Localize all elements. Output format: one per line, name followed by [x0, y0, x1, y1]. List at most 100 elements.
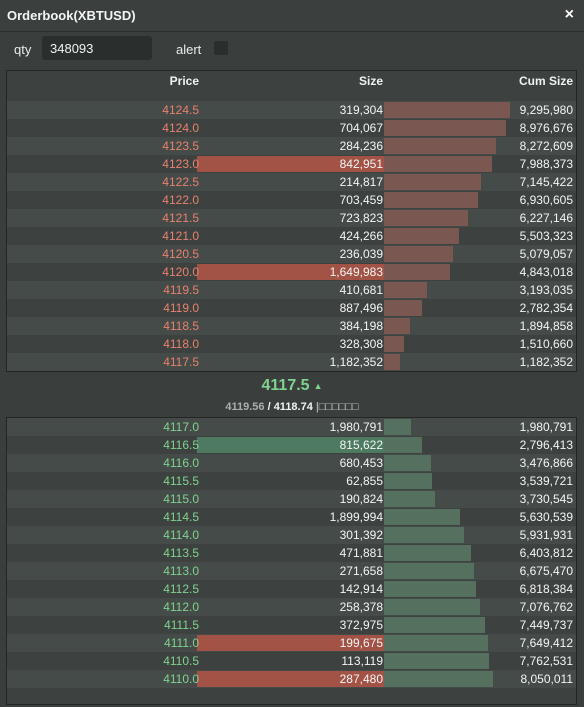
cum-size-cell: 4,843,018 — [519, 265, 573, 279]
ask-row[interactable]: 4122.5 214,817 7,145,422 — [7, 173, 576, 191]
bid-row[interactable]: 4112.5 142,914 6,818,384 — [7, 580, 576, 598]
bid-row[interactable]: 4116.5 815,622 2,796,413 — [7, 436, 576, 454]
bid-row[interactable]: 4110.0 287,480 8,050,011 — [7, 670, 576, 688]
price-cell[interactable]: 4123.0 — [162, 157, 199, 171]
ask-row[interactable]: 4117.5 1,182,352 1,182,352 — [7, 353, 576, 371]
price-cell[interactable]: 4110.5 — [163, 654, 199, 668]
ask-row[interactable]: 4124.5 319,304 9,295,980 — [7, 101, 576, 119]
cum-size-cell: 6,930,605 — [519, 193, 573, 207]
cum-size-bar — [384, 545, 471, 561]
price-cell[interactable]: 4112.0 — [163, 600, 199, 614]
ask-row[interactable]: 4118.5 384,198 1,894,858 — [7, 317, 576, 335]
cum-size-bar — [384, 563, 474, 579]
ask-row[interactable]: 4124.0 704,067 8,976,676 — [7, 119, 576, 137]
price-cell[interactable]: 4110.0 — [163, 672, 199, 686]
cum-size-cell: 5,630,539 — [519, 510, 573, 524]
price-cell[interactable]: 4114.5 — [163, 510, 199, 524]
price-cell[interactable]: 4117.5 — [163, 355, 199, 369]
bid-row[interactable]: 4116.0 680,453 3,476,866 — [7, 454, 576, 472]
ask-row[interactable]: 4121.5 723,823 6,227,146 — [7, 209, 576, 227]
size-cell: 328,308 — [339, 337, 383, 351]
cum-size-bar — [384, 617, 485, 633]
size-cell: 1,899,994 — [329, 510, 383, 524]
bid-row[interactable]: 4111.0 199,675 7,649,412 — [7, 634, 576, 652]
size-cell: 1,980,791 — [329, 420, 383, 434]
cum-size-bar — [384, 318, 410, 334]
bid-row[interactable]: 4110.5 113,119 7,762,531 — [7, 652, 576, 670]
ask-row[interactable]: 4119.5 410,681 3,193,035 — [7, 281, 576, 299]
cum-size-cell: 7,988,373 — [519, 157, 573, 171]
price-cell[interactable]: 4124.5 — [162, 103, 199, 117]
qty-input[interactable] — [42, 36, 152, 60]
cum-size-cell: 3,539,721 — [519, 474, 573, 488]
size-cell: 62,855 — [346, 474, 383, 488]
last-price-section: 4117.5 ▲ 4119.56 / 4118.74 |□□□□□□ — [0, 372, 584, 417]
price-cell[interactable]: 4113.0 — [163, 564, 199, 578]
ask-row[interactable]: 4119.0 887,496 2,782,354 — [7, 299, 576, 317]
qty-label: qty — [14, 42, 32, 57]
price-cell[interactable]: 4124.0 — [162, 121, 199, 135]
close-icon[interactable]: × — [564, 6, 574, 23]
bid-row[interactable]: 4113.5 471,881 6,403,812 — [7, 544, 576, 562]
price-cell[interactable]: 4123.5 — [162, 139, 199, 153]
bid-row[interactable]: 4113.0 271,658 6,675,470 — [7, 562, 576, 580]
cum-size-bar — [384, 581, 476, 597]
cum-size-cell: 7,076,762 — [519, 600, 573, 614]
ask-row[interactable]: 4121.0 424,266 5,503,323 — [7, 227, 576, 245]
cum-size-bar — [384, 336, 404, 352]
price-cell[interactable]: 4117.0 — [163, 420, 199, 434]
cum-size-cell: 6,403,812 — [519, 546, 573, 560]
price-cell[interactable]: 4113.5 — [163, 546, 199, 560]
size-cell: 271,658 — [339, 564, 383, 578]
bid-row[interactable]: 4114.5 1,899,994 5,630,539 — [7, 508, 576, 526]
price-cell[interactable]: 4122.5 — [162, 175, 199, 189]
bid-row[interactable]: 4117.0 1,980,791 1,980,791 — [7, 418, 576, 436]
price-cell[interactable]: 4119.0 — [163, 301, 199, 315]
bid-row[interactable]: 4115.0 190,824 3,730,545 — [7, 490, 576, 508]
price-cell[interactable]: 4111.5 — [164, 618, 199, 632]
cum-size-cell: 5,079,057 — [519, 247, 573, 261]
cum-size-bar — [384, 192, 478, 208]
price-cell[interactable]: 4121.5 — [162, 211, 199, 225]
ask-row[interactable]: 4123.0 842,951 7,988,373 — [7, 155, 576, 173]
price-cell[interactable]: 4122.0 — [162, 193, 199, 207]
size-cell: 284,236 — [339, 139, 383, 153]
price-cell[interactable]: 4118.5 — [163, 319, 199, 333]
cum-size-cell: 2,796,413 — [519, 438, 573, 452]
bid-row[interactable]: 4112.0 258,378 7,076,762 — [7, 598, 576, 616]
bid-row[interactable]: 4114.0 301,392 5,931,931 — [7, 526, 576, 544]
price-cell[interactable]: 4121.0 — [162, 229, 199, 243]
price-cell[interactable]: 4116.5 — [163, 438, 199, 452]
price-cell[interactable]: 4119.5 — [163, 283, 199, 297]
price-cell[interactable]: 4120.5 — [162, 247, 199, 261]
ask-row[interactable]: 4120.5 236,039 5,079,057 — [7, 245, 576, 263]
cum-size-bar — [384, 246, 453, 262]
size-cell: 214,817 — [339, 175, 383, 189]
cum-size-bar — [384, 102, 510, 118]
cum-size-bar — [384, 156, 492, 172]
size-cell: 142,914 — [339, 582, 383, 596]
cum-size-bar — [384, 473, 432, 489]
ask-row[interactable]: 4123.5 284,236 8,272,609 — [7, 137, 576, 155]
size-cell: 287,480 — [339, 672, 383, 686]
bid-row[interactable]: 4111.5 372,975 7,449,737 — [7, 616, 576, 634]
price-cell[interactable]: 4118.0 — [163, 337, 199, 351]
price-cell[interactable]: 4115.5 — [163, 474, 199, 488]
ask-row[interactable]: 4122.0 703,459 6,930,605 — [7, 191, 576, 209]
cum-size-cell: 7,649,412 — [519, 636, 573, 650]
price-cell[interactable]: 4114.0 — [163, 528, 199, 542]
ask-row[interactable]: 4120.0 1,649,983 4,843,018 — [7, 263, 576, 281]
bid-row[interactable]: 4115.5 62,855 3,539,721 — [7, 472, 576, 490]
cum-size-bar — [384, 437, 422, 453]
alert-checkbox[interactable] — [214, 41, 228, 55]
price-cell[interactable]: 4111.0 — [164, 636, 199, 650]
price-cell[interactable]: 4116.0 — [163, 456, 199, 470]
price-cell[interactable]: 4115.0 — [163, 492, 199, 506]
bids-panel: 4117.0 1,980,791 1,980,791 4116.5 815,622 2,7… — [6, 417, 577, 705]
ask-row[interactable]: 4118.0 328,308 1,510,660 — [7, 335, 576, 353]
price-cell[interactable]: 4120.0 — [162, 265, 199, 279]
price-cell[interactable]: 4112.5 — [163, 582, 199, 596]
cum-size-bar — [384, 300, 422, 316]
size-cell: 704,067 — [339, 121, 383, 135]
cum-size-cell: 7,449,737 — [519, 618, 573, 632]
